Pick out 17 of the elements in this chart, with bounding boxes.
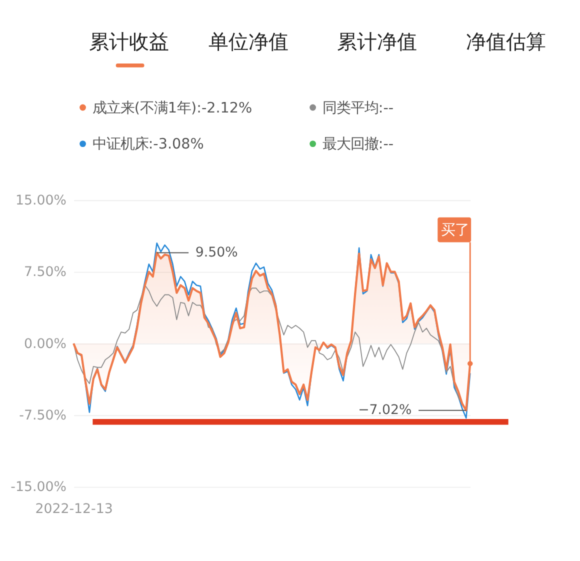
annotation: 买了 (440, 222, 469, 239)
legend-label: 最大回撤:-- (322, 136, 394, 153)
y-tick-label: -15.00% (10, 480, 66, 496)
legend-label: 中证机床:-3.08% (92, 136, 204, 153)
y-tick-label: 15.00% (15, 193, 66, 208)
text: 单位净值 (208, 29, 288, 54)
text: 净值估算 (466, 29, 546, 54)
annotation: 9.50% (195, 246, 238, 261)
text: 累计净值 (337, 29, 418, 54)
x-tick-label: 2022-12-13 (35, 502, 113, 518)
text: 累计收益 (88, 29, 169, 54)
annotation: −7.02% (358, 403, 412, 418)
y-tick-label: 0.00% (24, 336, 66, 352)
legend-label: 同类平均:-- (322, 100, 394, 116)
y-tick-label: 7.50% (24, 265, 66, 280)
legend-label: 成立来(不满1年):-2.12% (92, 100, 252, 116)
y-tick-label: -7.50% (19, 408, 66, 424)
